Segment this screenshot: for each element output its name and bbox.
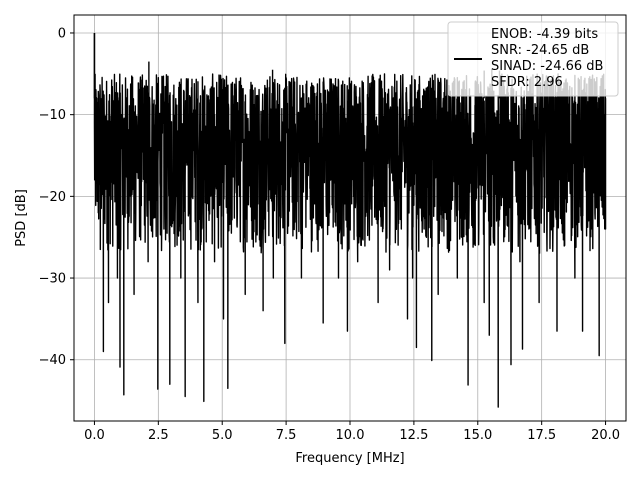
y-tick-label: −30: [39, 272, 66, 287]
x-tick-label: 0.0: [84, 428, 105, 443]
legend: ENOB: -4.39 bits SNR: -24.65 dB SINAD: -…: [447, 21, 619, 97]
x-tick-label: 5.0: [212, 428, 233, 443]
x-tick-label: 17.5: [527, 428, 556, 443]
x-tick-label: 2.5: [148, 428, 169, 443]
y-tick-label: −10: [39, 108, 66, 123]
y-tick-label: 0: [58, 26, 66, 41]
legend-sinad: SINAD: -24.66 dB: [491, 59, 603, 74]
legend-box: [447, 21, 619, 97]
y-axis-label: PSD [dB]: [14, 189, 29, 247]
x-tick-label: 7.5: [276, 428, 297, 443]
y-tick-label: −20: [39, 190, 66, 205]
x-tick-label: 10.0: [336, 428, 365, 443]
x-axis-label: Frequency [MHz]: [295, 451, 404, 466]
psd-series-line: [93, 32, 607, 408]
legend-sfdr: SFDR: 2.96: [491, 75, 563, 90]
x-tick-label: 20.0: [591, 428, 620, 443]
y-axis: 0 −10 −20 −30 −40: [39, 26, 74, 368]
x-tick-label: 12.5: [399, 428, 428, 443]
y-tick-label: −40: [39, 353, 66, 368]
x-axis: 0.0 2.5 5.0 7.5 10.0 12.5 15.0 17.5 20.0: [84, 421, 620, 443]
legend-snr: SNR: -24.65 dB: [491, 43, 589, 58]
legend-enob: ENOB: -4.39 bits: [491, 27, 598, 42]
x-tick-label: 15.0: [463, 428, 492, 443]
